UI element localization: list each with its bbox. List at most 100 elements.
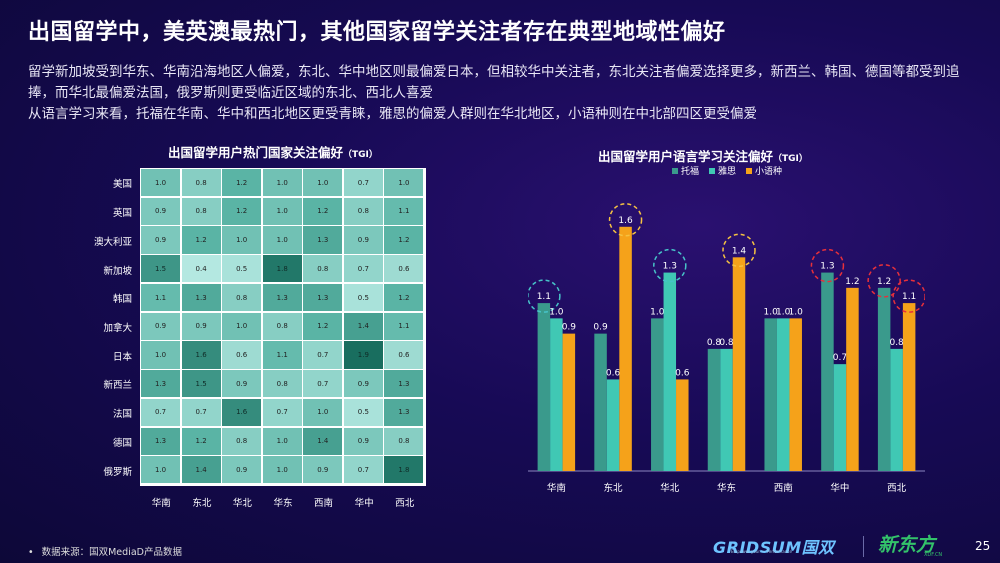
bar	[707, 348, 721, 471]
heatmap-row-label: 澳大利亚	[93, 236, 132, 248]
heatmap-cell: 1.3	[303, 226, 343, 254]
heatmap-cell: 1.5	[141, 255, 181, 283]
legend-label: 小语种	[755, 167, 783, 177]
bar-value-label: 1.0	[776, 307, 791, 317]
bar-value-label: 0.8	[889, 338, 904, 348]
legend-item: 托福	[672, 164, 699, 177]
bar-chart: 1.11.00.9 0.90.61.61.01.30.60.80.81.41.01…	[528, 203, 925, 472]
bar	[606, 379, 620, 471]
heatmap-column-label: 西北	[395, 498, 415, 509]
heatmap-row-label: 新西兰	[103, 380, 132, 392]
bar-value-label: 0.9	[593, 323, 608, 333]
heatmap-row-label: 加拿大	[103, 323, 132, 334]
bar-chart-title-suffix: （TGI）	[773, 154, 808, 164]
bar-value-label: 1.4	[732, 246, 747, 256]
bar-value-label: 1.0	[650, 307, 665, 317]
bar-value-label: 1.2	[877, 277, 891, 287]
bar	[833, 364, 847, 471]
heatmap-cell: 0.5	[343, 398, 383, 427]
heatmap-column-label: 华中	[354, 498, 374, 509]
heatmap-cell: 1.0	[141, 341, 181, 369]
bar-chart-title-text: 出国留学用户语言学习关注偏好	[598, 149, 774, 164]
bar-x-tick-label: 华中	[830, 483, 850, 494]
heatmap-cell: 0.6	[222, 341, 262, 369]
heatmap-cell: 0.7	[303, 370, 343, 398]
bar-value-label: 1.0	[549, 307, 564, 317]
heatmap-column-label: 华北	[232, 498, 252, 509]
heatmap-cell: 1.0	[141, 456, 181, 484]
heatmap-column-label: 西南	[314, 498, 334, 509]
heatmap-cell: 0.5	[343, 283, 383, 312]
heatmap-title-text: 出国留学用户热门国家关注偏好	[168, 145, 344, 160]
legend-swatch	[672, 167, 678, 174]
bar-value-label: 1.2	[845, 277, 859, 287]
highlight-circle	[528, 279, 561, 313]
heatmap-cell: 1.2	[384, 283, 424, 312]
heatmap-cell: 0.9	[141, 312, 181, 340]
heatmap-cell: 0.9	[141, 226, 181, 254]
heatmap-cell: 0.8	[262, 312, 302, 340]
bar	[663, 272, 677, 471]
heatmap-cell: 1.4	[303, 427, 343, 455]
heatmap-row-label: 新加坡	[103, 265, 132, 277]
legend-item: 小语种	[746, 164, 782, 177]
page-number: 25	[975, 539, 991, 553]
bar-value-label: 0.9	[562, 323, 577, 333]
bar	[676, 379, 689, 471]
heatmap-cell: 1.0	[141, 169, 181, 197]
heatmap-cell: 0.8	[181, 197, 221, 225]
heatmap-row-label: 英国	[112, 208, 132, 220]
heatmap-column-label: 东北	[192, 498, 212, 509]
heatmap-cell: 1.0	[262, 226, 302, 254]
legend-item: 雅思	[709, 164, 736, 177]
heatmap-cell: 0.6	[384, 255, 424, 283]
description-paragraph-2: 从语言学习来看，托福在华南、华中和西北地区更受青睐，雅思的偏爱人群则在华北地区，…	[28, 106, 757, 122]
highlight-circle	[810, 248, 845, 283]
highlight-circle	[867, 264, 901, 298]
heatmap-cell: 1.0	[303, 169, 343, 197]
heatmap-cell: 0.8	[343, 197, 383, 225]
bar-value-label: 0.7	[833, 353, 847, 363]
gridsum-logo: GRIDSUM国双	[713, 538, 835, 557]
heatmap-cell: 0.8	[181, 169, 221, 197]
bar-value-label: 1.1	[902, 292, 916, 302]
heatmap-cell: 0.7	[262, 398, 302, 427]
heatmap-cell: 1.3	[384, 398, 424, 427]
bar	[877, 287, 891, 471]
heatmap-cell: 0.9	[343, 427, 383, 455]
heatmap-column-label: 华东	[273, 498, 293, 509]
heatmap-cell: 1.8	[262, 255, 302, 283]
highlight-circle	[608, 203, 643, 237]
heatmap-title: 出国留学用户热门国家关注偏好（TGI）	[168, 142, 378, 161]
legend-label: 雅思	[718, 167, 737, 177]
page-title: 出国留学中，美英澳最热门，其他国家留学关注者存在典型地域性偏好	[28, 20, 726, 45]
heatmap-grid: 1.0 0.8 1.2 1.0 1.0 0.7 1.0 0.9 0.8 1.2 1.0 1.2 0.8 1…	[140, 168, 426, 486]
bar-chart-legend: 托福 雅思 小语种	[672, 164, 782, 177]
data-source-note: • 数据来源：国双MediaD产品数据	[28, 544, 182, 558]
bar	[902, 303, 916, 471]
bar	[720, 348, 733, 471]
heatmap-cell: 0.7	[343, 169, 383, 197]
legend-label: 托福	[681, 167, 700, 177]
gridsum-logo-tagline: Empower your — Performance	[731, 549, 792, 554]
heatmap-cell: 1.2	[181, 427, 221, 455]
heatmap-cell: 1.9	[343, 341, 383, 369]
xdf-logo-domain: XDF.CN	[924, 552, 943, 558]
logo-divider	[863, 536, 864, 557]
heatmap-cell: 1.1	[384, 312, 424, 340]
heatmap-cell: 1.0	[262, 456, 302, 484]
heatmap-cell: 0.8	[222, 427, 262, 455]
heatmap-row-label: 法国	[112, 409, 132, 421]
heatmap-cell: 0.9	[181, 312, 221, 340]
heatmap-cell: 0.8	[384, 427, 424, 455]
heatmap-cell: 1.2	[222, 197, 262, 225]
heatmap-cell: 0.8	[262, 370, 302, 398]
heatmap-cell: 0.8	[303, 255, 343, 283]
heatmap-cell: 0.7	[181, 398, 221, 427]
heatmap-cell: 1.2	[303, 312, 343, 340]
heatmap-row-label: 德国	[112, 437, 132, 449]
xdf-logo: 新东方	[878, 534, 936, 556]
heatmap-cell: 1.5	[181, 370, 221, 398]
heatmap-cell: 0.9	[343, 226, 383, 254]
heatmap-cell: 1.3	[384, 370, 424, 398]
